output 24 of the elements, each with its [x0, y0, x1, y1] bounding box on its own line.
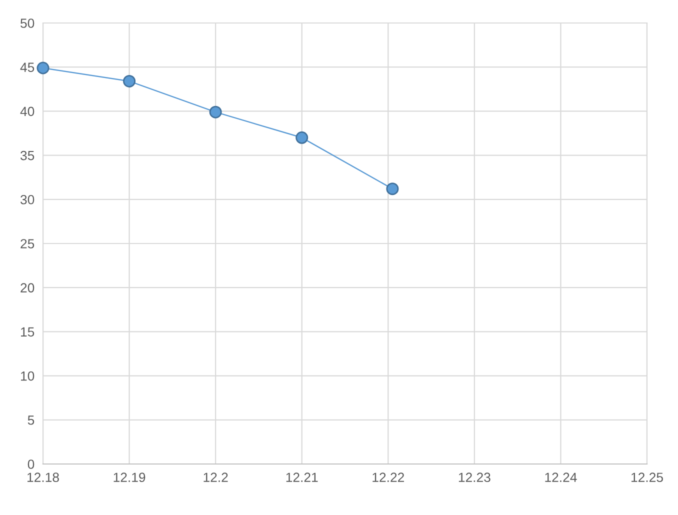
point [209, 106, 222, 118]
x-tick-label: 12.2 [204, 472, 228, 482]
y-tick-label: 5 [28, 416, 34, 425]
x-tick-label: 12.22 [372, 472, 404, 482]
y-tick-label: 10 [21, 371, 34, 381]
point [123, 74, 136, 88]
y-tick-label: 20 [20, 283, 34, 293]
x-tick-label: 12.24 [545, 472, 577, 482]
x-tick-label: 12.18 [28, 472, 59, 482]
y-tick-label: 35 [20, 150, 34, 160]
y-tick-label: 45 [20, 62, 34, 72]
y-tick-label: 30 [20, 194, 34, 204]
x-tick-label: 12.21 [286, 472, 318, 482]
point [36, 62, 50, 74]
y-tick-label: 15 [21, 327, 34, 337]
y-tick-label: 40 [20, 106, 34, 116]
point [386, 182, 399, 196]
x-tick-label: 12.19 [114, 472, 146, 482]
y-tick-label: 50 [20, 18, 34, 28]
point [296, 131, 308, 144]
y-tick-label: 25 [20, 239, 34, 248]
y-tick-label: 0 [28, 460, 34, 469]
x-tick-label: 12.25 [632, 472, 663, 482]
x-tick-label: 12.23 [458, 472, 490, 482]
